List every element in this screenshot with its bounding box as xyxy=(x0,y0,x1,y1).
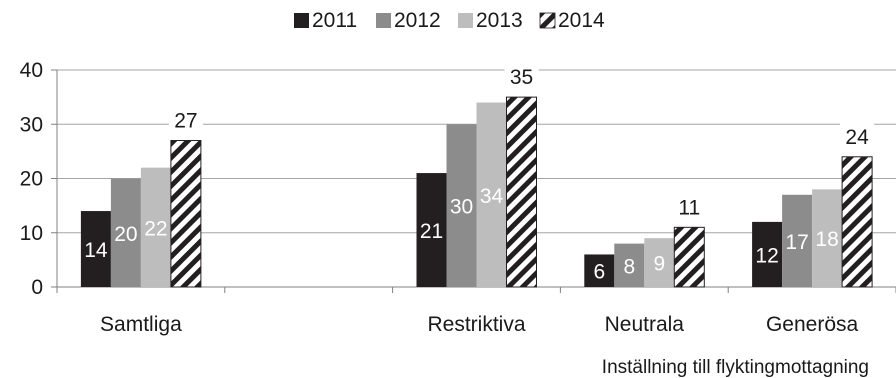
y-tick-label: 30 xyxy=(20,113,43,136)
x-category-label: Restriktiva xyxy=(427,313,525,336)
y-tick-label: 0 xyxy=(31,276,43,299)
legend-swatch-2012 xyxy=(376,13,391,28)
data-label: 24 xyxy=(845,126,869,149)
legend-label: 2014 xyxy=(558,9,605,32)
bar-2014 xyxy=(506,96,537,288)
legend: 2011 2012 2013 2014 xyxy=(294,9,605,32)
bar-2012 xyxy=(782,194,813,287)
data-label-background xyxy=(504,63,539,92)
data-label-background xyxy=(672,193,707,222)
data-label: 21 xyxy=(420,220,443,243)
bar-2014 xyxy=(841,156,873,288)
data-label: 35 xyxy=(510,66,533,89)
bars xyxy=(80,96,873,288)
data-label: 22 xyxy=(144,217,167,240)
data-label: 6 xyxy=(593,261,605,284)
bar-2013 xyxy=(644,238,675,287)
data-label: 34 xyxy=(480,185,504,208)
x-axis: Samtliga Restriktiva Neutrala Generösa xyxy=(56,286,896,336)
bar-2011 xyxy=(584,254,615,287)
data-label: 30 xyxy=(450,196,473,219)
y-tick-label: 10 xyxy=(20,222,43,245)
x-axis-title: Inställning till flyktingmottagning xyxy=(602,357,869,378)
x-category-label: Generösa xyxy=(766,313,859,336)
y-tick-label: 20 xyxy=(20,168,43,191)
data-label: 20 xyxy=(114,223,137,246)
data-label: 8 xyxy=(623,255,635,278)
x-category-label: Neutrala xyxy=(605,313,685,336)
data-label: 12 xyxy=(755,244,778,267)
bar-2011 xyxy=(416,173,447,287)
y-tick-label: 40 xyxy=(20,59,43,82)
bar-2013 xyxy=(476,102,507,287)
x-category-label: Samtliga xyxy=(100,313,182,336)
legend-label: 2011 xyxy=(312,9,357,32)
bar-2014 xyxy=(673,226,705,288)
data-label-background xyxy=(168,106,203,135)
data-label: 17 xyxy=(785,231,808,254)
legend-swatch-2013 xyxy=(458,13,473,28)
bar-2013 xyxy=(812,189,843,287)
data-label: 14 xyxy=(84,239,108,262)
bar-2011 xyxy=(80,211,111,287)
legend-label: 2012 xyxy=(394,9,441,32)
bar-2012 xyxy=(614,243,645,287)
bar-2014 xyxy=(170,140,202,288)
legend-swatch-2014 xyxy=(539,12,556,29)
y-axis: 0 10 20 30 40 xyxy=(20,59,58,299)
bar-2013 xyxy=(140,167,171,287)
data-label: 11 xyxy=(678,196,700,219)
data-label: 18 xyxy=(815,228,838,251)
data-labels: 14 20 22 27 21 30 34 35 6 8 9 11 12 17 18 24 xyxy=(84,63,875,284)
legend-swatch-2011 xyxy=(294,13,309,28)
bar-2011 xyxy=(752,221,783,287)
bar-2012 xyxy=(110,178,141,287)
legend-label: 2013 xyxy=(476,9,523,32)
data-label: 9 xyxy=(653,253,665,276)
data-label: 27 xyxy=(174,110,197,133)
bar-2012 xyxy=(446,124,477,287)
data-label-background xyxy=(840,122,875,151)
